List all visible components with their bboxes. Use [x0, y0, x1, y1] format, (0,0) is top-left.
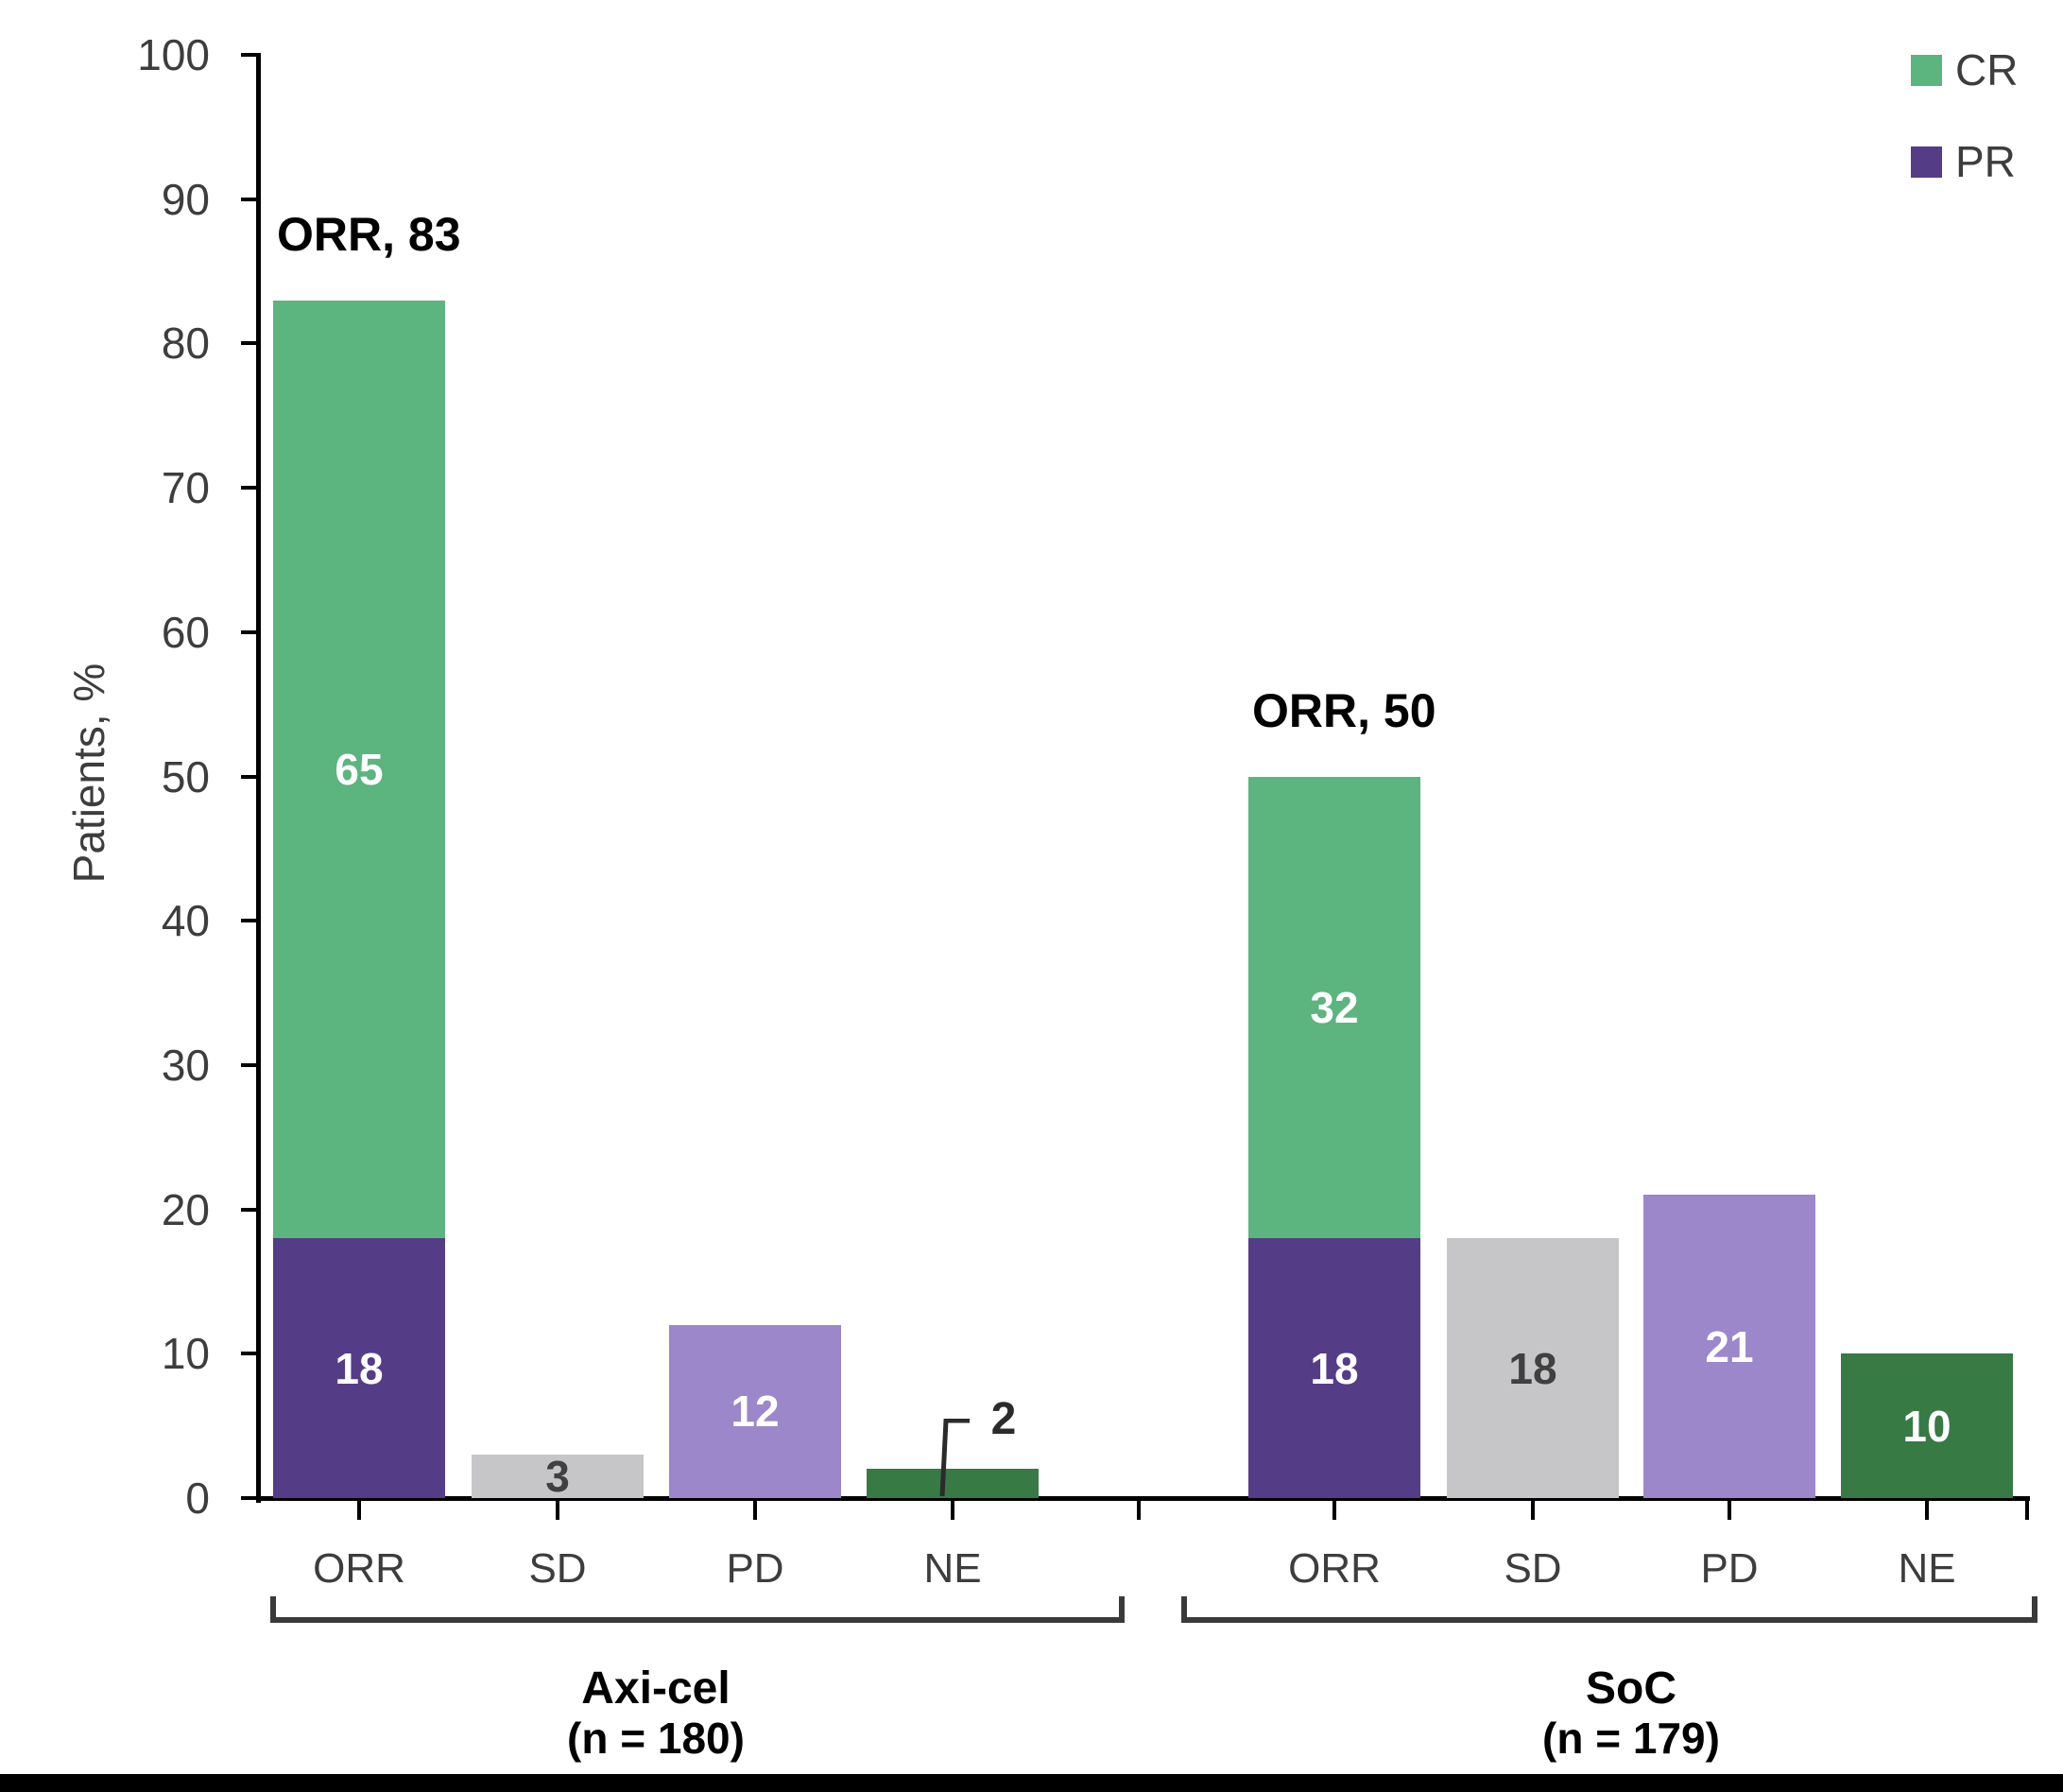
category-label-sd: SD — [1504, 1545, 1562, 1592]
category-label-pd: PD — [1700, 1545, 1759, 1592]
category-label-pd: PD — [726, 1545, 784, 1592]
bar-segment-pr — [1248, 1238, 1420, 1498]
orr-total-label: ORR, 50 — [1252, 683, 1436, 737]
bar-value-label: 18 — [335, 1343, 384, 1393]
y-tick-label: 10 — [161, 1329, 210, 1379]
x-tick — [2025, 1501, 2029, 1520]
bar-segment-sd — [1447, 1238, 1619, 1498]
orr-total-label: ORR, 83 — [277, 207, 461, 261]
y-tick — [241, 629, 256, 634]
group-bracket-tip-left — [270, 1596, 276, 1623]
x-tick — [357, 1501, 361, 1520]
y-tick-label: 40 — [161, 896, 210, 946]
category-label-ne: NE — [1898, 1545, 1956, 1592]
y-tick-label: 0 — [185, 1473, 210, 1523]
group-bracket-tip-left — [1181, 1596, 1187, 1623]
y-tick — [241, 1352, 256, 1356]
y-tick — [241, 486, 256, 491]
y-tick — [241, 53, 256, 57]
y-tick-label: 100 — [137, 30, 210, 79]
group-bracket — [270, 1617, 1125, 1623]
x-tick — [753, 1501, 757, 1520]
y-tick — [241, 1496, 256, 1500]
group-title-soc: SoC — [1586, 1663, 1676, 1714]
y-tick-label: 90 — [161, 174, 210, 224]
x-tick — [1531, 1501, 1535, 1520]
bar-segment-pr — [273, 1238, 445, 1498]
y-tick — [241, 197, 256, 201]
y-tick — [241, 1207, 256, 1212]
y-tick-label: 60 — [161, 607, 210, 657]
bar-segment-cr — [1248, 776, 1420, 1239]
legend-item-cr: CR — [1911, 45, 2019, 95]
group-bracket — [1181, 1617, 2037, 1623]
bar-value-label: 3 — [545, 1452, 570, 1502]
category-label-orr: ORR — [313, 1545, 405, 1592]
legend-item-pr: PR — [1911, 137, 2016, 186]
y-tick-label: 50 — [161, 751, 210, 801]
y-tick-label: 70 — [161, 463, 210, 513]
bar-segment-ne — [1841, 1353, 2013, 1498]
y-axis — [256, 53, 261, 1503]
group-bracket-tip-right — [1119, 1596, 1125, 1623]
bar-segment-pd — [669, 1324, 841, 1498]
bottom-black-bar — [0, 1774, 2063, 1792]
bar-value-label: 10 — [1902, 1401, 1951, 1451]
x-tick — [1137, 1501, 1141, 1520]
group-subtitle-axicel: (n = 180) — [567, 1714, 745, 1763]
pr-legend-swatch — [1911, 146, 1942, 178]
x-tick — [1332, 1501, 1336, 1520]
group-bracket-tip-right — [2032, 1596, 2037, 1623]
bar-value-label: 12 — [731, 1387, 780, 1437]
bar-segment-ne — [867, 1469, 1039, 1498]
callout-line — [939, 1419, 970, 1497]
bar-value-label: 18 — [1310, 1343, 1359, 1393]
x-tick — [556, 1501, 559, 1520]
x-tick — [1925, 1501, 1929, 1520]
callout-value-label: 2 — [990, 1394, 1017, 1445]
bar-value-label: 65 — [335, 744, 384, 794]
bar-segment-sd — [472, 1455, 644, 1498]
x-axis — [256, 1496, 2030, 1501]
category-label-sd: SD — [528, 1545, 587, 1592]
bar-segment-pd — [1643, 1195, 1815, 1498]
bar-segment-cr — [273, 300, 445, 1239]
group-subtitle-soc: (n = 179) — [1542, 1714, 1720, 1763]
y-tick — [241, 341, 256, 346]
bar-value-label: 21 — [1705, 1321, 1754, 1371]
cr-legend-swatch — [1911, 54, 1942, 86]
y-tick — [241, 919, 256, 923]
x-tick — [951, 1501, 954, 1520]
y-axis-title: Patients, % — [64, 663, 113, 884]
x-tick — [1728, 1501, 1731, 1520]
y-tick — [241, 1062, 256, 1067]
bar-value-label: 18 — [1508, 1343, 1557, 1393]
category-label-orr: ORR — [1288, 1545, 1381, 1592]
y-tick-label: 20 — [161, 1184, 210, 1234]
bar-value-label: 32 — [1310, 982, 1359, 1032]
category-label-ne: NE — [923, 1545, 982, 1592]
y-tick-label: 30 — [161, 1040, 210, 1090]
y-tick-label: 80 — [161, 319, 210, 369]
cr-legend-label: CR — [1955, 45, 2019, 95]
group-title-axicel: Axi-cel — [581, 1663, 731, 1714]
y-tick — [241, 774, 256, 779]
pr-legend-label: PR — [1955, 137, 2016, 186]
